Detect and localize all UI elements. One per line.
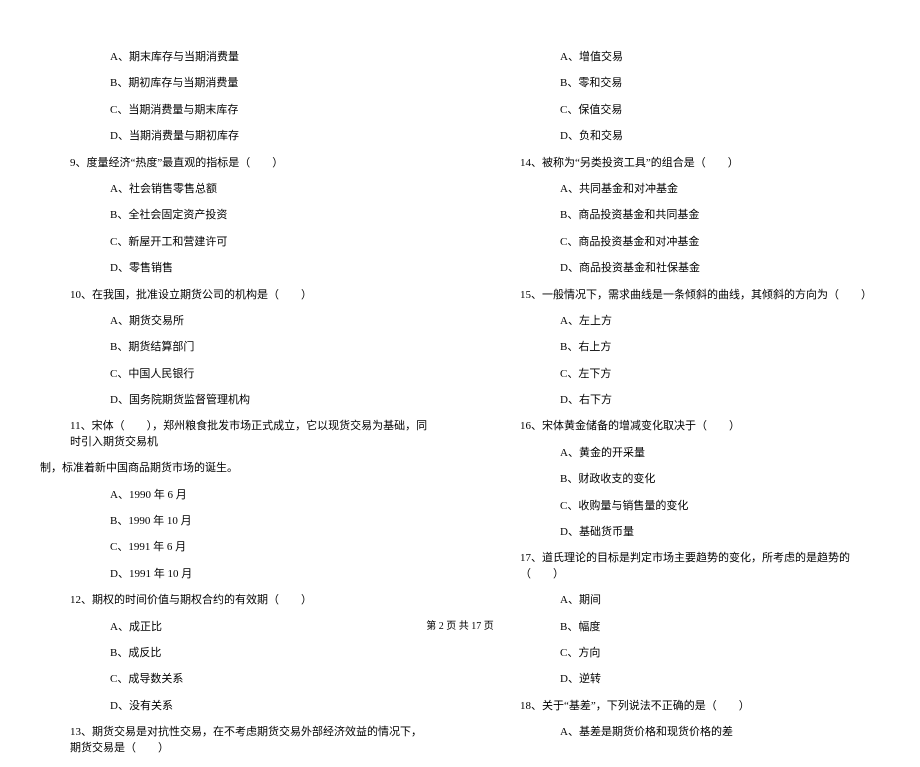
q10-option-a: A、期货交易所 xyxy=(40,314,430,329)
q11-option-a: A、1990 年 6 月 xyxy=(40,488,430,503)
q14-option-a: A、共同基金和对冲基金 xyxy=(490,182,880,197)
q9-option-c: C、新屋开工和营建许可 xyxy=(40,235,430,250)
left-column: A、期末库存与当期消费量 B、期初库存与当期消费量 C、当期消费量与期末库存 D… xyxy=(30,50,460,767)
q14-option-d: D、商品投资基金和社保基金 xyxy=(490,261,880,276)
q10-text: 10、在我国，批准设立期货公司的机构是（ ） xyxy=(40,288,430,303)
q15-text: 15、一般情况下，需求曲线是一条倾斜的曲线，其倾斜的方向为（ ） xyxy=(490,288,880,303)
q14-option-c: C、商品投资基金和对冲基金 xyxy=(490,235,880,250)
q12-text: 12、期权的时间价值与期权合约的有效期（ ） xyxy=(40,593,430,608)
q16-text: 16、宋体黄金储备的增减变化取决于（ ） xyxy=(490,419,880,434)
q8-option-d: D、当期消费量与期初库存 xyxy=(40,129,430,144)
q11-option-c: C、1991 年 6 月 xyxy=(40,540,430,555)
q8-option-b: B、期初库存与当期消费量 xyxy=(40,76,430,91)
q13-option-a: A、增值交易 xyxy=(490,50,880,65)
q13-option-b: B、零和交易 xyxy=(490,76,880,91)
q17-option-d: D、逆转 xyxy=(490,672,880,687)
q12-option-d: D、没有关系 xyxy=(40,699,430,714)
q16-option-b: B、财政收支的变化 xyxy=(490,472,880,487)
q18-option-a: A、基差是期货价格和现货价格的差 xyxy=(490,725,880,740)
q10-option-c: C、中国人民银行 xyxy=(40,367,430,382)
q9-option-a: A、社会销售零售总额 xyxy=(40,182,430,197)
q11-line1: 11、宋体（ ），郑州粮食批发市场正式成立，它以现货交易为基础，同时引入期货交易… xyxy=(40,419,430,450)
q9-option-b: B、全社会固定资产投资 xyxy=(40,208,430,223)
q15-option-d: D、右下方 xyxy=(490,393,880,408)
q8-option-a: A、期末库存与当期消费量 xyxy=(40,50,430,65)
q12-option-b: B、成反比 xyxy=(40,646,430,661)
q16-option-c: C、收购量与销售量的变化 xyxy=(490,499,880,514)
q8-option-c: C、当期消费量与期末库存 xyxy=(40,103,430,118)
q9-option-d: D、零售销售 xyxy=(40,261,430,276)
page-container: A、期末库存与当期消费量 B、期初库存与当期消费量 C、当期消费量与期末库存 D… xyxy=(0,0,920,767)
q14-text: 14、被称为“另类投资工具”的组合是（ ） xyxy=(490,156,880,171)
q15-option-c: C、左下方 xyxy=(490,367,880,382)
q11-option-d: D、1991 年 10 月 xyxy=(40,567,430,582)
q14-option-b: B、商品投资基金和共同基金 xyxy=(490,208,880,223)
q15-option-b: B、右上方 xyxy=(490,340,880,355)
q13-option-c: C、保值交易 xyxy=(490,103,880,118)
q13-option-d: D、负和交易 xyxy=(490,129,880,144)
q15-option-a: A、左上方 xyxy=(490,314,880,329)
q16-option-d: D、基础货币量 xyxy=(490,525,880,540)
right-column: A、增值交易 B、零和交易 C、保值交易 D、负和交易 14、被称为“另类投资工… xyxy=(460,50,890,767)
q16-option-a: A、黄金的开采量 xyxy=(490,446,880,461)
q13-text: 13、期货交易是对抗性交易，在不考虑期货交易外部经济效益的情况下，期货交易是（ … xyxy=(40,725,430,756)
q12-option-c: C、成导数关系 xyxy=(40,672,430,687)
q11-option-b: B、1990 年 10 月 xyxy=(40,514,430,529)
page-footer: 第 2 页 共 17 页 xyxy=(0,617,920,632)
q17-text: 17、道氏理论的目标是判定市场主要趋势的变化，所考虑的是趋势的（ ） xyxy=(490,551,880,582)
q10-option-b: B、期货结算部门 xyxy=(40,340,430,355)
q9-text: 9、度量经济“热度”最直观的指标是（ ） xyxy=(40,156,430,171)
q18-text: 18、关于“基差”，下列说法不正确的是（ ） xyxy=(490,699,880,714)
q17-option-c: C、方向 xyxy=(490,646,880,661)
q10-option-d: D、国务院期货监督管理机构 xyxy=(40,393,430,408)
q17-option-a: A、期间 xyxy=(490,593,880,608)
q11-line2: 制，标准着新中国商品期货市场的诞生。 xyxy=(40,461,430,476)
